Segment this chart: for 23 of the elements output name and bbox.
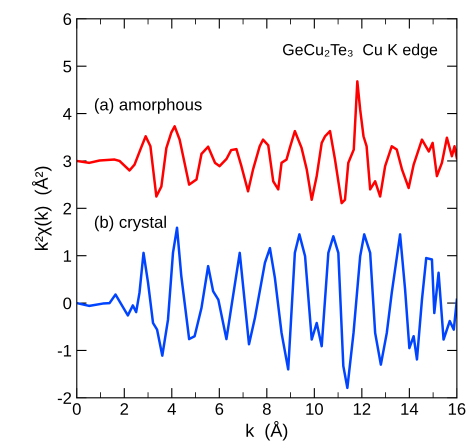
annotation: GeCu₂Te₃ Cu K edge: [283, 44, 438, 58]
x-tick-label: 0: [72, 403, 81, 415]
y-axis-title: k²χ(k) (Å²): [32, 166, 52, 250]
x-tick-label: 14: [401, 403, 418, 415]
x-tick-label: 4: [168, 403, 176, 415]
y-tick-label: 4: [63, 108, 72, 120]
x-tick-label: 6: [216, 403, 224, 415]
y-tick-label: 3: [63, 155, 72, 168]
y-tick-label: 5: [63, 60, 72, 72]
y-tick-label: -1: [58, 345, 72, 356]
y-tick-label: -2: [58, 392, 72, 404]
x-tick-label: 10: [306, 403, 323, 415]
y-tick-label: 2: [63, 202, 72, 214]
y-tick-label: 0: [63, 297, 72, 310]
x-tick-label: 12: [354, 403, 370, 415]
x-tick-label: 8: [262, 403, 271, 415]
series-label: (b) crystal: [94, 216, 166, 232]
y-tick-label: 1: [64, 250, 72, 262]
y-tick-label: 6: [63, 13, 72, 26]
x-tick-label: 16: [448, 403, 466, 415]
x-axis-title: k (Å): [246, 420, 288, 441]
series-label: (a) amorphous: [94, 98, 202, 114]
x-tick-label: 2: [120, 403, 128, 415]
